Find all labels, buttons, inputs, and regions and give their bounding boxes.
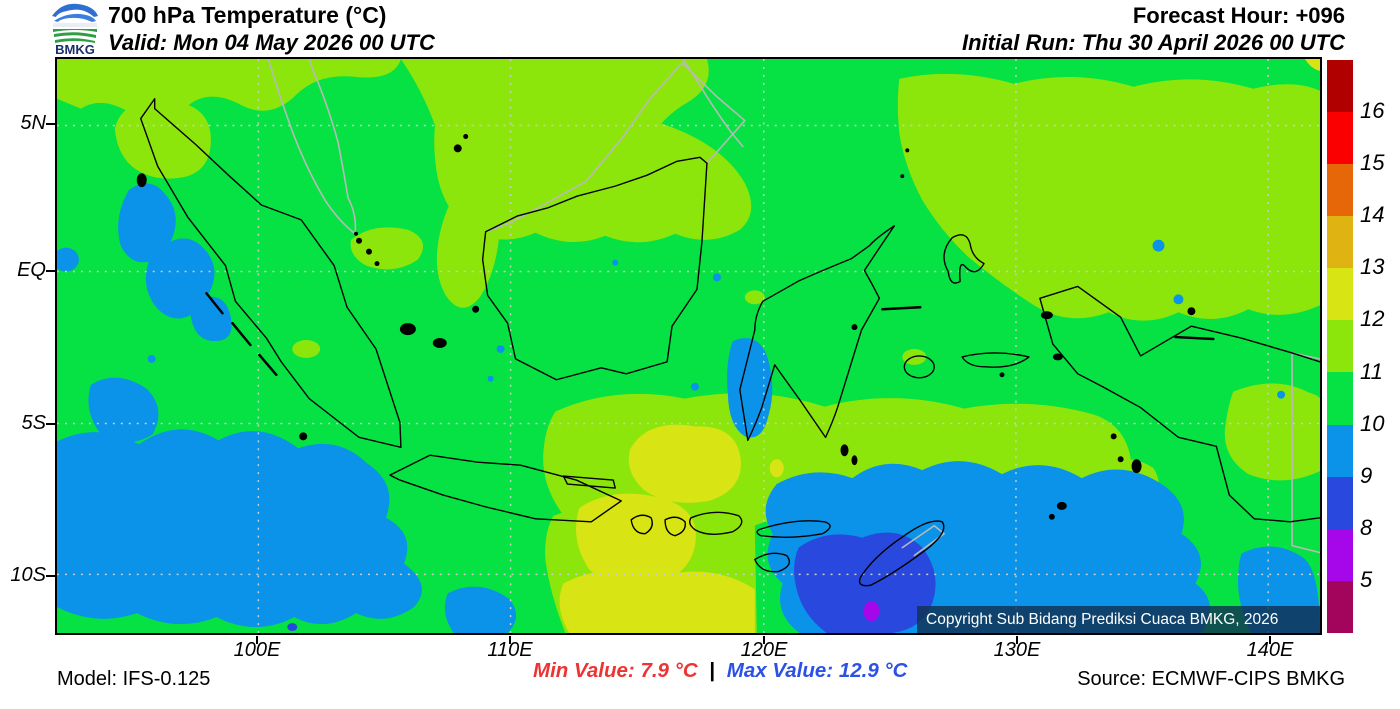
lon-tick: [509, 636, 511, 644]
lat-tick: [46, 423, 55, 425]
logo-text: BMKG: [55, 42, 95, 56]
lon-label-130e: 130E: [993, 639, 1041, 661]
min-value-label: Min Value: 7.9 °C: [533, 659, 698, 682]
lon-label-140e: 140E: [1246, 639, 1294, 661]
small-islands: [136, 133, 1196, 520]
lat-label-5n: 5N: [20, 112, 46, 134]
colorbar-segment-green: [1327, 372, 1353, 425]
initial-run-label: Initial Run: Thu 30 April 2026 00 UTC: [961, 30, 1345, 55]
colorbar-tick-label-15: 15: [1360, 150, 1385, 176]
colorbar-tick-label-11: 11: [1360, 358, 1383, 384]
lon-label-100e: 100E: [233, 639, 281, 661]
colorbar: [1327, 60, 1353, 633]
coastlines-foreign: [267, 58, 1321, 557]
colorbar-tick-label-14: 14: [1360, 202, 1385, 228]
colorbar-tick-label-13: 13: [1360, 254, 1385, 280]
minmax-values: Min Value: 7.9 °C | Max Value: 12.9 °C: [533, 659, 907, 683]
colorbar-segment-red: [1327, 112, 1353, 165]
lon-tick: [763, 636, 765, 644]
colorbar-segment-golden: [1327, 216, 1353, 269]
valid-time-label: Valid: Mon 04 May 2026 00 UTC: [108, 30, 435, 55]
lat-tick: [46, 575, 55, 577]
colorbar-segment-orange: [1327, 164, 1353, 217]
lon-tick: [1016, 636, 1018, 644]
colorbar-tick-label-12: 12: [1360, 306, 1385, 332]
lat-label-10s: 10S: [10, 564, 46, 586]
lat-label-eq: EQ: [17, 259, 46, 281]
colorbar-segment-yellow_green: [1327, 320, 1353, 373]
lon-tick: [1269, 636, 1271, 644]
logo-cloud-icon: [52, 3, 98, 43]
colorbar-segment-light_blue: [1327, 424, 1353, 477]
lon-label-110e: 110E: [487, 639, 533, 661]
colorbar-tick-label-16: 16: [1360, 98, 1385, 124]
lat-tick: [46, 123, 55, 125]
colorbar-segment-magenta: [1327, 528, 1353, 581]
colorbar-segment-yellow: [1327, 268, 1353, 321]
colorbar-segment-maroon: [1327, 580, 1353, 633]
colorbar-tick-label-9: 9: [1360, 462, 1373, 488]
colorbar-tick-label-10: 10: [1360, 410, 1385, 436]
colorbar-segment-dark_red: [1327, 60, 1353, 113]
model-label: Model: IFS-0.125: [57, 668, 211, 690]
gridlines: [57, 59, 1320, 633]
colorbar-tick-label-5: 5: [1360, 566, 1373, 592]
fill-11-12: [57, 59, 1321, 633]
fill-8-and-below: [287, 532, 936, 633]
source-label: Source: ECMWF-CIPS BMKG: [1077, 668, 1345, 690]
bmkg-logo: BMKG: [52, 3, 98, 56]
map-frame: Copyright Sub Bidang Prediksi Cuaca BMKG…: [53, 57, 1322, 635]
colorbar-tick-label-8: 8: [1360, 514, 1373, 540]
lat-tick: [46, 270, 55, 272]
temperature-fill-layer: [53, 59, 1321, 633]
page-title: 700 hPa Temperature (°C): [108, 2, 387, 28]
max-value-label: Max Value: 12.9 °C: [726, 659, 908, 682]
colorbar-segment-royal_blue: [1327, 476, 1353, 529]
lat-label-5s: 5S: [21, 412, 46, 434]
fill-12-13: [559, 59, 1320, 633]
minmax-separator: |: [709, 659, 716, 682]
map-svg: [53, 58, 1321, 633]
coastlines-indonesia: [140, 98, 1321, 587]
lon-label-120e: 120E: [740, 639, 788, 661]
forecast-hour-label: Forecast Hour: +096: [1132, 3, 1345, 28]
lon-tick: [256, 636, 258, 644]
copyright-overlay: Copyright Sub Bidang Prediksi Cuaca BMKG…: [917, 606, 1320, 633]
